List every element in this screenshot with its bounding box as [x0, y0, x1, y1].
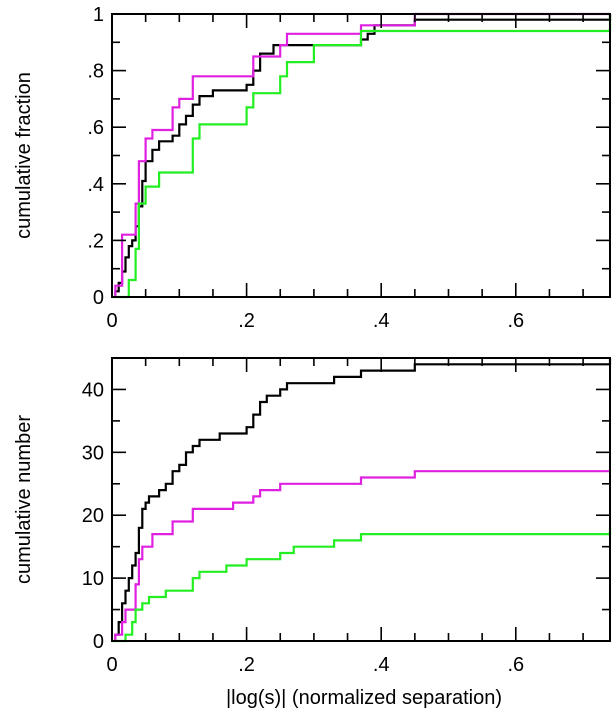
y-tick-label: .2 — [87, 230, 104, 252]
y-axis-label: cumulative fraction — [13, 72, 35, 239]
y-tick-label: .6 — [87, 117, 104, 139]
x-tick-label: .4 — [373, 654, 390, 676]
y-tick-label: .8 — [87, 61, 104, 83]
x-tick-label: 0 — [106, 310, 117, 332]
x-tick-label: .4 — [373, 310, 390, 332]
y-tick-label: 1 — [93, 4, 104, 26]
plot-frame — [111, 357, 611, 642]
x-tick-label: .2 — [238, 654, 255, 676]
top-panel-fraction: 0 .2 .4 .6 0 .2 .4 .6 .8 1 cumulative fraction — [13, 4, 612, 332]
plot-frame — [111, 13, 611, 298]
y-tick-label: 10 — [82, 568, 104, 590]
x-tick-label: .6 — [507, 654, 524, 676]
y-tick-label: 30 — [82, 442, 104, 464]
series-line-2 — [112, 14, 612, 299]
x-tick-label: .2 — [238, 310, 255, 332]
x-tick-label: .6 — [507, 310, 524, 332]
x-tick-label: 0 — [106, 654, 117, 676]
y-tick-label: 20 — [82, 505, 104, 527]
y-tick-label: .4 — [87, 174, 104, 196]
y-axis-label: cumulative number — [13, 415, 35, 584]
y-tick-label: 0 — [93, 287, 104, 309]
y-tick-label: 0 — [93, 631, 104, 653]
series-line-1 — [114, 12, 610, 297]
series-line-0 — [114, 14, 612, 297]
series-line-0 — [114, 358, 612, 641]
series-line-2 — [112, 527, 612, 643]
x-axis-label: |log(s)| (normalized separation) — [226, 687, 502, 709]
series-line-1 — [114, 470, 610, 641]
bottom-panel-number: 0 .2 .4 .6 0 10 20 30 40 cumulative number |log(s)… — [13, 357, 612, 709]
y-tick-label: 40 — [82, 379, 104, 401]
